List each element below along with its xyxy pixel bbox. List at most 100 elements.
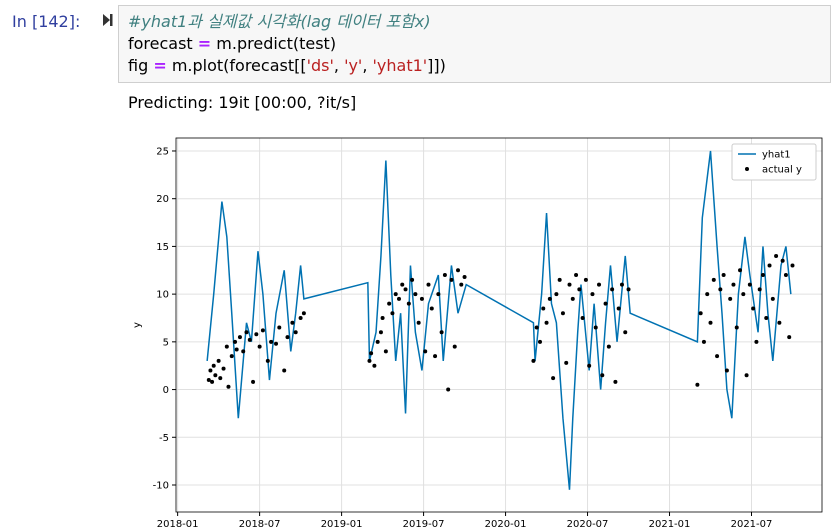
code-token: m.predict(test) [211,34,337,53]
scatter-point [251,379,256,384]
y-tick-label: -5 [159,433,169,444]
scatter-point [606,344,611,349]
scatter-point [754,339,759,344]
scatter-point [433,354,438,359]
scatter-point [439,330,444,335]
scatter-point [770,296,775,301]
scatter-point [790,263,795,268]
scatter-point [429,306,434,311]
y-axis-label: y [132,322,143,328]
line-series [206,150,792,490]
scatter-point [590,292,595,297]
scatter-point [265,358,270,363]
scatter-point [226,384,231,389]
scatter-point [731,282,736,287]
legend-box [731,143,817,181]
scatter-point [616,306,621,311]
scatter-point [436,292,441,297]
x-tick-label: 2018-01 [157,519,199,530]
scatter-point [260,328,265,333]
scatter-point [580,315,585,320]
scatter-point [293,330,298,335]
scatter-point [452,344,457,349]
scatter-point [751,306,756,311]
scatter-point [603,301,608,306]
scatter-point [574,273,579,278]
code-token: 'yhat1' [372,56,428,75]
scatter-point [593,325,598,330]
scatter-point [741,292,746,297]
scatter-point [744,373,749,378]
y-tick-label: 0 [163,385,169,396]
x-tick-label: 2021-07 [731,519,773,530]
scatter-point [777,320,782,325]
plot-frame [175,137,823,513]
x-tick-label: 2020-07 [567,519,609,530]
scatter-point [774,253,779,258]
scatter-point [244,330,249,335]
scatter-point [534,325,539,330]
scatter-point [610,287,615,292]
code-token: 'y' [344,56,363,75]
y-tick-label: 25 [156,146,169,157]
scatter-point [695,382,700,387]
scatter-point [210,379,215,384]
scatter-point [708,320,713,325]
code-token: , [362,56,373,75]
scatter-point [367,358,372,363]
x-tick-label: 2019-07 [403,519,445,530]
scatter-point [269,339,274,344]
scatter-point [257,344,262,349]
scatter-point [626,287,631,292]
scatter-point [375,339,380,344]
scatter-point [728,296,733,301]
chart: -10 -5 0 5 10 15 20 25 2018-01 2018-07 2019-01 2019… [132,137,823,530]
scatter-point [218,376,223,381]
scatter-point [211,363,216,368]
scatter-point [423,349,428,354]
scatter-point [208,368,213,373]
scatter-point [446,387,451,392]
scatter-point [783,273,788,278]
scatter-point [456,268,461,273]
code-token: = [153,56,167,75]
code-token: = [197,34,212,53]
code-token: #yhat1과 실제값 시각화(lag 데이터 포함x) [128,12,431,31]
run-button[interactable] [102,13,114,29]
scatter-point [564,360,569,365]
scatter-point [406,301,411,306]
scatter-point [396,296,401,301]
scatter-point [600,373,605,378]
scatter-point [698,311,703,316]
scatter-point [380,315,385,320]
scatter-point [247,337,252,342]
code-line: #yhat1과 실제값 시각화(lag 데이터 포함x) [128,11,821,33]
scatter-point [393,292,398,297]
scatter-point [416,320,421,325]
code-token: fig [128,56,154,75]
scatter-point [715,354,720,359]
scatter-point [583,277,588,282]
scatter-point [459,282,464,287]
cell-output: Predicting: 19it [00:00, ?it/s] [128,93,357,112]
scatter-point [787,335,792,340]
y-tick-label: 20 [156,194,169,205]
scatter-point [734,325,739,330]
scatter-point [229,354,234,359]
scatter-point [537,339,542,344]
scatter-point [619,282,624,287]
code-cell[interactable]: #yhat1과 실제값 시각화(lag 데이터 포함x) forecast = m… [118,5,831,83]
y-tick-label: 5 [163,337,169,348]
scatter-point [462,274,467,279]
scatter-point [613,379,618,384]
code-line: forecast = m.predict(test) [128,33,821,55]
scatter-point [383,349,388,354]
scatter-point [623,330,628,335]
scatter-point [764,315,769,320]
cell-prompt: In [142]: [12,12,81,31]
scatter-point [285,335,290,340]
scatter-point [301,311,306,316]
scatter-point [277,325,282,330]
y-tick-label: 10 [156,290,169,301]
scatter-point [426,282,431,287]
